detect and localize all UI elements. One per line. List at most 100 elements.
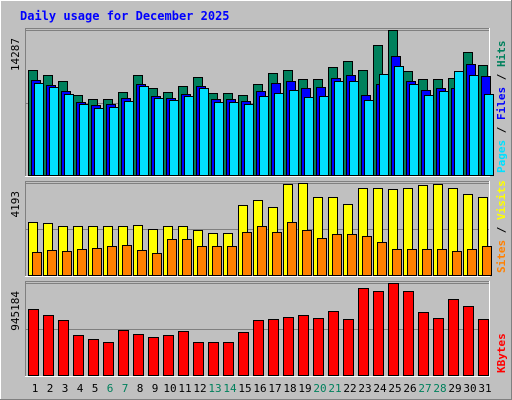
bar-sites-day-18	[287, 222, 297, 276]
x-tick-label-day-15: 15	[238, 382, 251, 395]
bar-kbytes-day-26	[403, 291, 414, 376]
bar-pages-day-9	[154, 98, 164, 176]
visits-sites-legend: Sites / Visits	[495, 180, 508, 273]
x-tick-label-day-4: 4	[77, 382, 84, 395]
legend-separator: /	[495, 120, 508, 140]
bar-pages-day-11	[184, 96, 194, 176]
bar-sites-day-21	[332, 234, 342, 276]
x-tick-label-day-20: 20	[313, 382, 326, 395]
bar-sites-day-4	[77, 249, 87, 276]
bar-pages-day-21	[334, 81, 344, 176]
bar-sites-day-7	[122, 245, 132, 276]
bar-pages-day-19	[304, 97, 314, 176]
chart-title: Daily usage for December 2025	[20, 9, 230, 23]
bar-pages-day-2	[49, 87, 59, 176]
legend-entry-kbytes: KBytes	[495, 333, 508, 373]
bar-pages-day-14	[229, 102, 239, 176]
bar-sites-day-26	[407, 249, 417, 276]
bar-pages-day-26	[409, 84, 419, 176]
bar-pages-day-22	[349, 81, 359, 176]
bar-pages-day-6	[109, 107, 119, 176]
x-tick-label-day-18: 18	[283, 382, 296, 395]
panels: 14287 Pages / Files / Hits 4193 Sites / Vis…	[9, 28, 508, 377]
x-tick-label-day-31: 31	[478, 382, 491, 395]
bar-pages-day-13	[214, 102, 224, 176]
legend-entry-files: Files	[495, 87, 508, 120]
bar-kbytes-day-1	[28, 309, 39, 376]
bar-pages-day-20	[319, 96, 329, 176]
bar-kbytes-day-4	[73, 335, 84, 376]
x-tick-label-day-25: 25	[388, 382, 401, 395]
legend-entry-visits: Visits	[495, 180, 508, 220]
bar-sites-day-20	[317, 238, 327, 276]
bar-kbytes-day-22	[343, 319, 354, 376]
bar-sites-day-25	[392, 249, 402, 276]
x-tick-label-day-5: 5	[92, 382, 99, 395]
bar-pages-day-1	[34, 83, 44, 176]
bar-sites-day-24	[377, 242, 387, 276]
bar-sites-day-14	[227, 246, 237, 276]
bar-pages-day-10	[169, 100, 179, 176]
bar-sites-day-19	[302, 230, 312, 276]
series-pages	[34, 66, 494, 176]
bar-pages-day-4	[79, 104, 89, 176]
bar-kbytes-day-29	[448, 299, 459, 376]
bar-pages-day-27	[424, 95, 434, 176]
visits-sites-panel: 4193 Sites / Visits	[9, 180, 508, 277]
bar-kbytes-day-5	[88, 339, 99, 376]
series-kbytes	[28, 283, 489, 376]
bar-sites-day-15	[242, 232, 252, 276]
bar-sites-day-2	[47, 250, 57, 276]
bar-pages-day-15	[244, 104, 254, 176]
bar-kbytes-day-10	[163, 335, 174, 376]
x-axis-labels: 1 2 3 4 5 6 7 8 9 10 11 12 13 14 15 16 17 18 19 20 21 22 23 24 2…	[32, 382, 492, 395]
legend-separator: /	[495, 67, 508, 87]
bar-kbytes-day-27	[418, 312, 429, 376]
bar-pages-day-5	[94, 108, 104, 176]
bar-pages-day-16	[259, 96, 269, 176]
x-tick-label-day-6: 6	[107, 382, 114, 395]
bar-kbytes-day-15	[238, 332, 249, 376]
bar-kbytes-day-6	[103, 342, 114, 376]
bar-kbytes-day-18	[283, 317, 294, 376]
x-tick-label-day-27: 27	[418, 382, 431, 395]
bar-sites-day-6	[107, 246, 117, 276]
bar-kbytes-day-2	[43, 315, 54, 376]
bar-sites-day-13	[212, 246, 222, 276]
bar-sites-day-30	[467, 249, 477, 276]
bar-sites-day-10	[167, 239, 177, 276]
bar-pages-day-25	[394, 66, 404, 176]
bar-pages-day-7	[124, 101, 134, 176]
x-tick-label-day-2: 2	[47, 382, 54, 395]
bar-kbytes-day-31	[478, 319, 489, 376]
bar-pages-day-3	[64, 94, 74, 176]
kbytes-max-label: 945184	[9, 291, 22, 331]
x-tick-label-day-12: 12	[193, 382, 206, 395]
bar-sites-day-8	[137, 250, 147, 276]
bar-sites-day-1	[32, 252, 42, 276]
bar-kbytes-day-24	[373, 291, 384, 376]
legend-separator: /	[495, 220, 508, 240]
bar-pages-day-30	[469, 75, 479, 176]
bar-pages-day-8	[139, 86, 149, 176]
x-tick-label-day-28: 28	[433, 382, 446, 395]
hits-files-pages-max-label: 14287	[9, 38, 22, 71]
hits-files-pages-legend: Pages / Files / Hits	[495, 41, 508, 174]
bar-pages-day-29	[454, 71, 464, 176]
bar-sites-day-31	[482, 246, 492, 276]
bar-sites-day-5	[92, 248, 102, 276]
bar-sites-day-23	[362, 236, 372, 276]
bar-sites-day-3	[62, 251, 72, 276]
x-tick-label-day-10: 10	[163, 382, 176, 395]
bar-kbytes-day-25	[388, 283, 399, 376]
bar-pages-day-12	[199, 88, 209, 176]
bar-sites-day-22	[347, 234, 357, 276]
series-sites	[32, 222, 492, 276]
bar-kbytes-day-11	[178, 331, 189, 376]
x-tick-label-day-21: 21	[328, 382, 341, 395]
x-tick-label-day-29: 29	[448, 382, 461, 395]
x-tick-label-day-24: 24	[373, 382, 387, 395]
bar-kbytes-day-14	[223, 342, 234, 376]
